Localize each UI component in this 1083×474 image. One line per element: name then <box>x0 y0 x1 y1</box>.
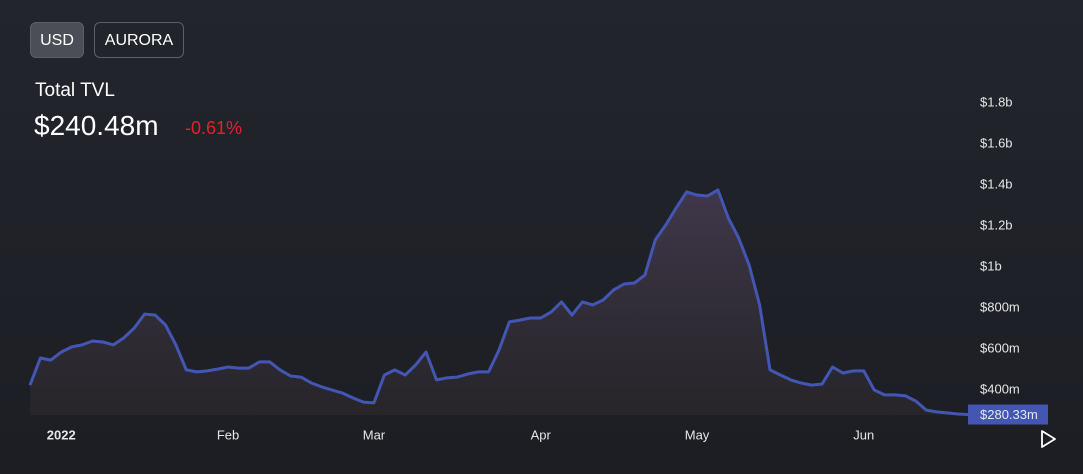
y-tick-label: $800m <box>980 299 1020 314</box>
y-tick-label: $1.6b <box>980 135 1013 150</box>
x-tick-label: Mar <box>363 427 386 442</box>
tvl-line <box>28 188 969 416</box>
metric-label: Total TVL <box>35 80 115 101</box>
x-tick-label: Apr <box>531 427 552 442</box>
usd-button[interactable]: USD <box>30 22 84 58</box>
metric-change: -0.61% <box>185 118 243 138</box>
current-value-box <box>968 404 1048 425</box>
y-tick-label: $1.8b <box>980 94 1013 109</box>
current-value-label: $280.33m <box>980 407 1038 422</box>
aurora-button[interactable]: AURORA <box>94 22 184 58</box>
play-button[interactable] <box>1041 430 1056 448</box>
y-tick-label: $1.2b <box>980 217 1013 232</box>
metric-value: $240.48m <box>34 110 159 141</box>
x-tick-label: May <box>685 427 710 442</box>
y-tick-label: $400m <box>980 381 1020 396</box>
y-tick-label: $1.4b <box>980 176 1013 191</box>
x-tick-label: 2022 <box>47 427 76 442</box>
x-tick-label: Feb <box>217 427 239 442</box>
y-tick-label: $1b <box>980 258 1002 273</box>
y-tick-label: $600m <box>980 340 1020 355</box>
area-fill <box>30 189 968 415</box>
x-tick-label: Jun <box>853 427 874 442</box>
